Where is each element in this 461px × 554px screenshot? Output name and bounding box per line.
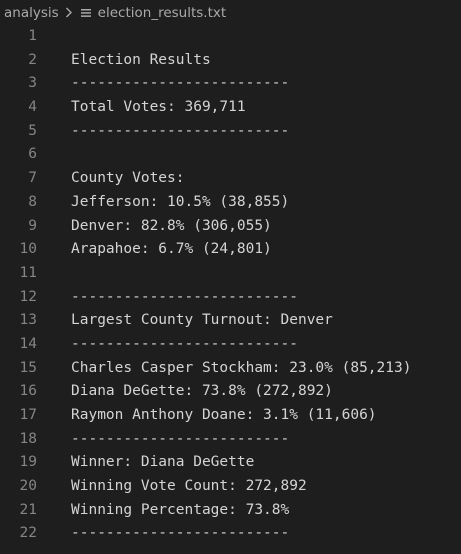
- editor-line[interactable]: 20 Winning Vote Count: 272,892: [0, 475, 461, 499]
- editor-line[interactable]: 4 Total Votes: 369,711: [0, 96, 461, 120]
- line-text: Winning Percentage: 73.8%: [71, 501, 290, 518]
- editor-line[interactable]: 22 -------------------------: [0, 522, 461, 546]
- text-file-icon: [80, 7, 92, 19]
- line-text: Raymon Anthony Doane: 3.1% (11,606): [71, 407, 377, 423]
- editor-line[interactable]: 18 -------------------------: [0, 428, 461, 452]
- line-number: 9: [28, 217, 37, 234]
- line-text: Diana DeGette: 73.8% (272,892): [71, 383, 333, 400]
- line-number: 4: [28, 99, 37, 116]
- breadcrumb: analysis election_results.txt: [0, 0, 461, 25]
- line-number: 5: [28, 122, 37, 139]
- line-text: -------------------------: [71, 75, 290, 92]
- line-text: Charles Casper Stockham: 23.0% (85,213): [71, 359, 412, 376]
- line-text: County Votes:: [71, 170, 185, 187]
- editor-line[interactable]: 15 Charles Casper Stockham: 23.0% (85,213…: [0, 357, 461, 381]
- line-text: --------------------------: [71, 335, 298, 352]
- editor-line[interactable]: 8 Jefferson: 10.5% (38,855): [0, 191, 461, 215]
- editor-line[interactable]: 9 Denver: 82.8% (306,055): [0, 215, 461, 239]
- line-number: 13: [19, 312, 37, 329]
- line-number: 3: [28, 75, 37, 92]
- line-number: 8: [28, 193, 37, 210]
- code-editor[interactable]: 1 2 Election Results 3 ---------------------…: [0, 25, 461, 554]
- editor-line[interactable]: 21 Winning Percentage: 73.8%: [0, 499, 461, 523]
- editor-line[interactable]: 19 Winner: Diana DeGette: [0, 451, 461, 475]
- line-number: 2: [28, 51, 37, 68]
- line-number: 1: [28, 28, 37, 44]
- line-number: 14: [19, 335, 37, 352]
- line-number: 20: [19, 478, 37, 495]
- line-text: Arapahoe: 6.7% (24,801): [71, 241, 272, 258]
- line-text: -------------------------: [71, 430, 290, 447]
- editor-line[interactable]: 16 Diana DeGette: 73.8% (272,892): [0, 380, 461, 404]
- line-text: -------------------------: [71, 525, 290, 542]
- editor-line[interactable]: 1: [0, 25, 461, 49]
- line-number: 22: [19, 525, 37, 542]
- chevron-right-icon: [65, 7, 73, 18]
- editor-line[interactable]: 11: [0, 262, 461, 286]
- line-text: -------------------------: [71, 122, 290, 139]
- line-number: 15: [19, 359, 37, 376]
- line-text: Jefferson: 10.5% (38,855): [71, 193, 290, 210]
- line-text: Election Results: [71, 51, 211, 68]
- editor-line[interactable]: 5 -------------------------: [0, 120, 461, 144]
- editor-line[interactable]: 7 County Votes:: [0, 167, 461, 191]
- breadcrumb-file[interactable]: election_results.txt: [97, 4, 227, 21]
- line-text: Winning Vote Count: 272,892: [71, 478, 307, 495]
- line-text: --------------------------: [71, 288, 298, 305]
- line-number: 19: [19, 454, 37, 471]
- line-number: 7: [28, 170, 37, 187]
- line-text: Denver: 82.8% (306,055): [71, 217, 272, 234]
- editor-line[interactable]: 14 --------------------------: [0, 333, 461, 357]
- line-number: 16: [19, 383, 37, 400]
- editor-line[interactable]: 17 Raymon Anthony Doane: 3.1% (11,606): [0, 404, 461, 428]
- editor-line[interactable]: 12 --------------------------: [0, 286, 461, 310]
- editor-line[interactable]: 13 Largest County Turnout: Denver: [0, 309, 461, 333]
- line-number: 11: [19, 264, 37, 281]
- breadcrumb-folder[interactable]: analysis: [4, 4, 59, 21]
- line-number: 17: [19, 407, 37, 423]
- editor-line[interactable]: 10 Arapahoe: 6.7% (24,801): [0, 238, 461, 262]
- line-number: 6: [28, 146, 37, 163]
- line-number: 18: [19, 430, 37, 447]
- line-number: 10: [19, 241, 37, 258]
- editor-line[interactable]: 3 -------------------------: [0, 72, 461, 96]
- editor-line[interactable]: 2 Election Results: [0, 49, 461, 73]
- line-text: Winner: Diana DeGette: [71, 454, 255, 471]
- line-number: 21: [19, 501, 37, 518]
- line-number: 12: [19, 288, 37, 305]
- editor-line[interactable]: 6: [0, 143, 461, 167]
- line-text: Total Votes: 369,711: [71, 99, 246, 116]
- line-text: Largest County Turnout: Denver: [71, 312, 333, 329]
